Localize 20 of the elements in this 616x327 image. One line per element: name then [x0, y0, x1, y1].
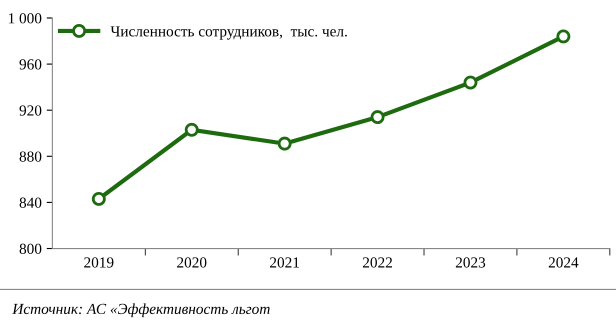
y-tick-label: 960	[20, 59, 42, 70]
point	[370, 110, 385, 124]
x-tick-label: 2021	[270, 257, 300, 268]
point	[464, 76, 478, 90]
y-tick-label: 880	[20, 151, 42, 162]
point	[92, 192, 106, 206]
legend-label: Численность сотрудников, тыс. чел.	[110, 26, 347, 40]
point	[556, 29, 570, 44]
y-tick-label: 920	[20, 105, 42, 116]
text: Источник: АС «Эффективность льгот	[12, 303, 270, 318]
point	[184, 122, 199, 137]
x-tick-label: 2019	[84, 257, 114, 268]
x-tick-label: 2020	[177, 257, 206, 268]
y-tick-label: 800	[20, 244, 42, 254]
y-tick-label: 1 000	[8, 13, 42, 24]
x-tick-label: 2023	[456, 257, 486, 268]
y-tick-label: 840	[20, 198, 42, 208]
x-tick-label: 2024	[548, 257, 578, 268]
x-tick-label: 2022	[362, 257, 392, 268]
point	[278, 136, 292, 151]
